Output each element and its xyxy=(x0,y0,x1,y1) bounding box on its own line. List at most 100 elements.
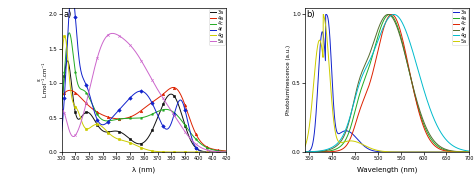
5a xyxy=(434,151,439,153)
4g xyxy=(156,150,162,153)
4g xyxy=(343,127,349,129)
3a xyxy=(471,151,474,153)
3a xyxy=(455,151,460,153)
5a xyxy=(302,146,308,148)
Line: 4f: 4f xyxy=(305,14,474,152)
4f xyxy=(350,106,356,109)
3a xyxy=(344,130,349,132)
4a xyxy=(413,99,419,101)
4c xyxy=(66,32,72,34)
Line: 4f: 4f xyxy=(62,0,226,152)
Text: b): b) xyxy=(307,10,315,20)
3a xyxy=(101,130,107,133)
Text: a): a) xyxy=(63,10,72,20)
4a xyxy=(343,138,349,140)
4f xyxy=(434,142,439,145)
4g xyxy=(133,144,139,146)
3a xyxy=(223,151,229,153)
4c xyxy=(302,151,308,153)
4f xyxy=(302,151,308,153)
4a xyxy=(169,87,174,89)
3a xyxy=(302,151,308,153)
4f xyxy=(88,99,94,101)
5a xyxy=(455,151,460,153)
X-axis label: λ (nm): λ (nm) xyxy=(132,167,155,173)
5a xyxy=(320,13,326,16)
5a xyxy=(471,151,474,153)
4c xyxy=(434,146,439,148)
3a xyxy=(356,139,361,142)
4f xyxy=(156,117,162,119)
4f xyxy=(356,82,361,84)
4a xyxy=(350,120,356,122)
4c xyxy=(101,119,107,122)
Line: 4a: 4a xyxy=(305,14,474,152)
4f xyxy=(455,150,460,153)
4a xyxy=(183,106,189,108)
4g xyxy=(471,150,474,153)
4c xyxy=(455,151,460,153)
4c xyxy=(183,125,189,127)
X-axis label: Wavelength (nm): Wavelength (nm) xyxy=(357,167,417,173)
4a xyxy=(455,151,460,153)
4a xyxy=(101,114,107,117)
3a xyxy=(64,60,70,62)
4g xyxy=(350,107,356,109)
Line: 4a: 4a xyxy=(62,87,226,151)
4f xyxy=(183,111,189,114)
4a xyxy=(171,86,176,89)
4c xyxy=(350,132,356,134)
4a xyxy=(356,98,361,100)
4a xyxy=(59,96,64,98)
3a xyxy=(88,114,94,116)
4g xyxy=(183,151,189,153)
4c xyxy=(413,100,419,102)
Line: 3a: 3a xyxy=(62,61,226,152)
5a xyxy=(413,151,419,153)
4g xyxy=(356,86,361,88)
4f xyxy=(471,151,474,153)
4g xyxy=(434,124,439,126)
4a xyxy=(223,150,229,152)
5a xyxy=(350,140,356,142)
4c xyxy=(59,106,64,109)
4a xyxy=(386,13,392,16)
3a xyxy=(169,93,174,95)
5a xyxy=(101,39,107,41)
Line: 3a: 3a xyxy=(305,14,474,152)
4g xyxy=(169,151,174,153)
4g xyxy=(62,35,67,37)
Legend: 3a, 4a, 4c, 4f, 4g, 5a: 3a, 4a, 4c, 4f, 4g, 5a xyxy=(209,9,225,45)
Line: 5a: 5a xyxy=(305,14,474,152)
4c xyxy=(223,150,229,153)
4f xyxy=(413,97,419,99)
4f xyxy=(169,121,174,123)
4f xyxy=(343,130,349,132)
4c xyxy=(356,114,361,116)
4c xyxy=(88,100,94,103)
Y-axis label: Photoluminescence (a.u.): Photoluminescence (a.u.) xyxy=(285,45,291,115)
5a xyxy=(183,131,189,134)
4g xyxy=(302,151,308,153)
5a xyxy=(169,110,174,113)
4g xyxy=(455,147,460,149)
4c xyxy=(156,110,162,112)
4f xyxy=(59,130,64,132)
4a xyxy=(434,144,439,146)
4c xyxy=(389,13,394,16)
4g xyxy=(88,126,94,128)
5a xyxy=(59,108,64,110)
Line: 4g: 4g xyxy=(62,36,226,152)
Legend: 3a, 4a, 4c, 4f, 4g, 5a: 3a, 4a, 4c, 4f, 4g, 5a xyxy=(452,9,468,45)
4g xyxy=(413,62,419,64)
4a xyxy=(302,151,308,153)
3a xyxy=(183,126,189,128)
Line: 4g: 4g xyxy=(305,14,474,152)
4g xyxy=(223,151,229,153)
4c xyxy=(471,151,474,153)
3a xyxy=(156,113,162,116)
4g xyxy=(391,13,397,16)
5a xyxy=(156,90,162,93)
5a xyxy=(223,151,229,153)
4c xyxy=(133,117,139,119)
